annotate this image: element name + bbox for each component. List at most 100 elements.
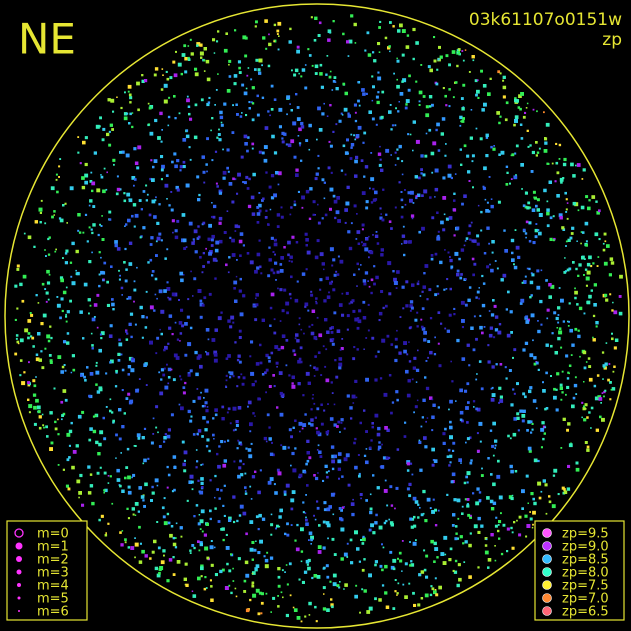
star	[415, 41, 419, 45]
star	[279, 508, 283, 513]
star	[167, 473, 171, 477]
star	[568, 372, 570, 375]
star	[226, 411, 229, 414]
star	[479, 325, 483, 330]
star	[382, 188, 385, 191]
star	[153, 539, 157, 544]
star	[113, 163, 115, 166]
star	[374, 413, 379, 418]
star	[147, 261, 150, 264]
star	[497, 200, 501, 204]
star	[331, 537, 335, 541]
star	[134, 537, 136, 539]
star	[420, 570, 425, 574]
star	[150, 441, 154, 445]
star	[418, 104, 421, 106]
star	[133, 445, 136, 447]
star	[487, 344, 490, 347]
star	[204, 576, 207, 579]
star	[450, 176, 453, 180]
star	[49, 411, 53, 415]
star	[415, 368, 420, 372]
star	[191, 488, 194, 491]
star	[214, 104, 216, 106]
star	[326, 523, 331, 528]
star	[388, 518, 391, 521]
star	[118, 278, 121, 281]
star	[327, 430, 330, 432]
star	[410, 525, 414, 529]
star	[459, 115, 463, 120]
star	[377, 445, 382, 449]
star	[268, 42, 272, 47]
star	[188, 221, 193, 226]
star	[149, 131, 154, 136]
star	[254, 318, 258, 322]
star	[410, 190, 414, 195]
star	[276, 406, 279, 409]
star	[218, 216, 223, 221]
star	[418, 439, 421, 442]
star	[206, 406, 209, 408]
star	[556, 327, 558, 329]
star	[256, 206, 260, 209]
zp-legend-label: zp=8.0	[562, 566, 609, 581]
star	[479, 137, 483, 141]
star	[180, 278, 184, 283]
star	[323, 501, 327, 505]
star	[205, 587, 208, 589]
star	[456, 49, 459, 51]
star	[166, 248, 169, 251]
star	[597, 395, 602, 399]
star	[412, 120, 416, 124]
star	[434, 168, 439, 173]
star	[505, 377, 508, 380]
star	[313, 366, 316, 369]
star	[203, 533, 207, 537]
star	[347, 230, 351, 234]
star	[505, 165, 509, 168]
star	[566, 268, 570, 272]
star	[187, 45, 190, 47]
star	[380, 290, 384, 293]
star	[490, 397, 495, 402]
star	[468, 180, 471, 182]
star	[499, 72, 502, 75]
star	[462, 83, 466, 87]
star	[478, 421, 483, 426]
star	[46, 334, 51, 339]
star	[306, 459, 310, 463]
star	[326, 575, 330, 579]
star	[397, 110, 400, 113]
star	[251, 572, 254, 575]
star	[488, 310, 491, 312]
star	[218, 128, 220, 131]
star	[436, 236, 441, 241]
star	[350, 222, 353, 225]
star	[581, 401, 584, 404]
star	[218, 190, 221, 193]
star	[374, 234, 379, 238]
star	[451, 380, 454, 383]
star	[258, 513, 262, 518]
star	[575, 164, 577, 167]
star	[248, 177, 251, 181]
star	[469, 516, 472, 519]
star	[348, 302, 351, 305]
star	[506, 171, 509, 174]
star	[356, 547, 360, 551]
star	[340, 112, 343, 115]
star	[528, 267, 531, 271]
star	[114, 385, 118, 388]
star	[49, 325, 52, 328]
star	[603, 366, 606, 369]
star	[127, 392, 131, 396]
star	[285, 483, 290, 488]
star	[167, 376, 171, 379]
star	[237, 225, 241, 229]
star	[291, 375, 295, 379]
star	[338, 586, 341, 589]
star	[215, 89, 218, 91]
star	[485, 538, 488, 541]
star	[276, 33, 279, 35]
